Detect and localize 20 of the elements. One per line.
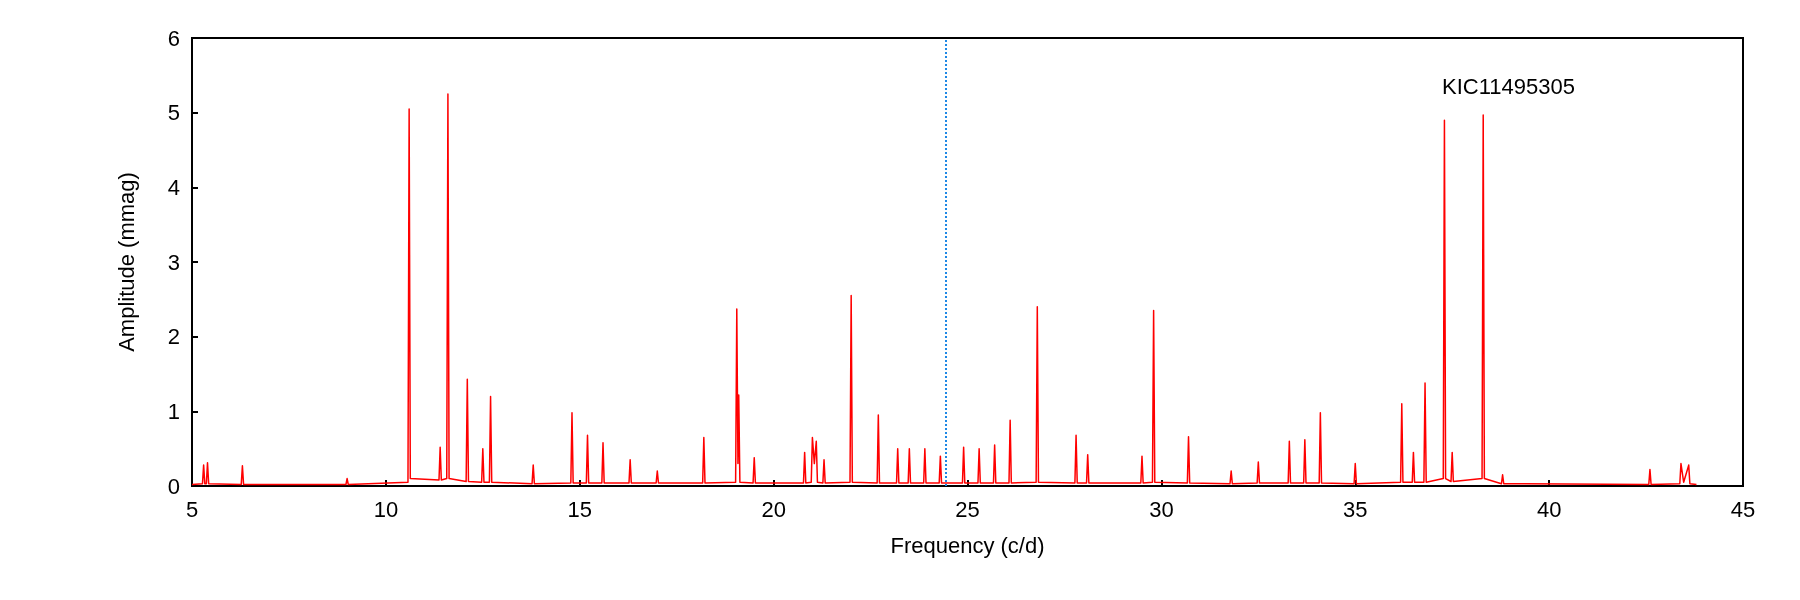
y-tick-label: 5 — [167, 100, 180, 126]
y-tick-label: 6 — [167, 25, 180, 51]
y-tick-label: 2 — [167, 324, 180, 350]
y-tick-label: 4 — [167, 174, 180, 200]
line-series — [191, 93, 1698, 486]
x-tick-label: 15 — [567, 496, 592, 522]
x-tick-label: 35 — [1343, 496, 1368, 522]
x-tick-label: 20 — [761, 496, 786, 522]
annotation: KIC11495305 — [1442, 73, 1576, 99]
x-tick-label: 5 — [185, 496, 199, 522]
y-tick-label: 0 — [167, 473, 180, 499]
y-axis-title: Amplitude (mmag) — [113, 172, 139, 352]
x-tick-label: 30 — [1149, 496, 1174, 522]
y-tick-label: 3 — [167, 249, 180, 275]
x-tick-label: 45 — [1730, 496, 1756, 522]
x-axis-title: Frequency (c/d) — [890, 532, 1045, 558]
x-tick-label: 25 — [955, 496, 980, 522]
y-tick-label: 1 — [167, 398, 180, 424]
x-tick-label: 40 — [1536, 496, 1562, 522]
x-tick-label: 10 — [373, 496, 399, 522]
